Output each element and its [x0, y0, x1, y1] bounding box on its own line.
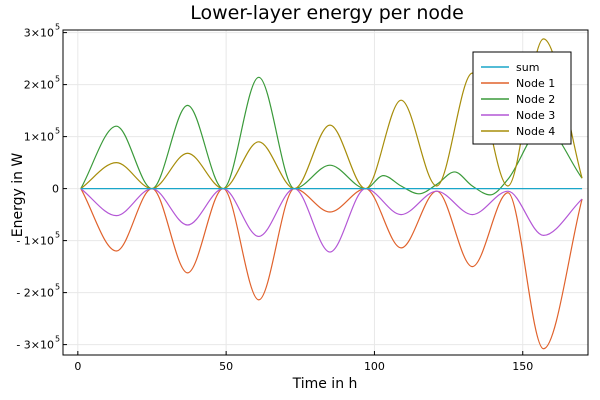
y-tick-exponent: 5	[55, 23, 60, 32]
y-tick-labels: - 3×10 5- 2×10 5- 1×10 501×10 52×10 53×10 5	[16, 23, 67, 352]
y-tick-mantissa: 1×10	[24, 131, 54, 144]
y-tick-label: - 2×10 5	[16, 283, 67, 300]
series-line-node-3	[80, 187, 583, 253]
y-tick-mantissa: - 2×10	[16, 287, 54, 300]
x-tick-label: 0	[74, 360, 81, 373]
y-tick-label: - 3×10 5	[16, 335, 67, 352]
y-tick-exponent: 5	[55, 283, 60, 292]
legend-label: Node 3	[516, 109, 555, 122]
series-line-node-1	[80, 187, 583, 350]
series-lines	[80, 38, 583, 350]
series-line-node-2	[80, 76, 583, 196]
y-tick-label: 1×10 5	[24, 127, 67, 144]
y-tick-mantissa: 2×10	[24, 79, 54, 92]
y-axis-label: Energy in W	[10, 153, 26, 238]
legend-item-node-2: Node 2	[481, 93, 555, 106]
y-tick-mantissa: 0	[52, 183, 59, 196]
y-tick-mantissa: 3×10	[24, 27, 54, 40]
x-axis-label: Time in h	[292, 376, 358, 392]
legend-item-node-1: Node 1	[481, 77, 555, 90]
legend-label: Node 4	[516, 125, 555, 138]
x-tick-label: 150	[512, 360, 533, 373]
legend-item-sum: sum	[481, 61, 539, 74]
y-tick-label: - 1×10 5	[16, 231, 67, 248]
x-tick-labels: 0 50 100 150	[74, 351, 533, 373]
legend-item-node-3: Node 3	[481, 109, 555, 122]
x-tick-label: 100	[364, 360, 385, 373]
y-tick-exponent: 5	[55, 127, 60, 136]
legend: sum Node 1 Node 2 Node 3 Node 4	[472, 51, 572, 145]
legend-label: sum	[516, 61, 539, 74]
y-tick-label: 0	[52, 183, 67, 196]
y-tick-label: 3×10 5	[24, 23, 67, 40]
plot-frame	[62, 29, 589, 356]
legend-item-node-4: Node 4	[481, 125, 555, 138]
y-tick-label: 2×10 5	[24, 75, 67, 92]
y-tick-exponent: 5	[55, 75, 60, 84]
y-tick-exponent: 5	[55, 231, 60, 240]
y-tick-mantissa: - 1×10	[16, 235, 54, 248]
y-tick-exponent: 5	[55, 335, 60, 344]
chart-title: Lower-layer energy per node	[190, 2, 464, 24]
y-tick-mantissa: - 3×10	[16, 339, 54, 352]
x-tick-label: 50	[219, 360, 233, 373]
legend-label: Node 2	[516, 93, 555, 106]
legend-label: Node 1	[516, 77, 555, 90]
